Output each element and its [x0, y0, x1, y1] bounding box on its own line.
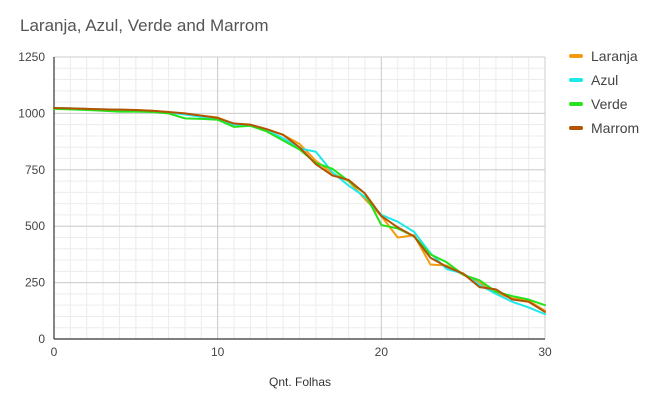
x-tick-label: 20 [375, 345, 389, 359]
x-tick-label: 0 [51, 345, 58, 359]
x-tick-label: 30 [538, 345, 552, 359]
tick-labels: 0 10 20 30 0 250 500 750 1000 1250 [18, 50, 552, 359]
series-lines [53, 106, 546, 316]
series-line-marrom [53, 106, 546, 313]
legend-label-verde: Verde [591, 96, 628, 112]
y-tick-label: 1250 [18, 50, 45, 64]
y-tick-label: 500 [25, 219, 45, 233]
minor-gridlines [53, 56, 546, 340]
y-tick-label: 0 [38, 332, 45, 346]
y-tick-label: 250 [25, 276, 45, 290]
x-tick-label: 10 [211, 345, 225, 359]
y-tick-label: 750 [25, 163, 45, 177]
axes [53, 57, 545, 340]
legend-label-azul: Azul [591, 72, 618, 88]
legend-label-laranja: Laranja [591, 48, 638, 64]
legend: Laranja Azul Verde Marrom [569, 48, 639, 136]
x-axis-label: Qnt. Folhas [269, 375, 331, 389]
legend-label-marrom: Marrom [591, 120, 639, 136]
y-tick-label: 1000 [18, 106, 45, 120]
chart-title: Laranja, Azul, Verde and Marrom [20, 16, 269, 35]
